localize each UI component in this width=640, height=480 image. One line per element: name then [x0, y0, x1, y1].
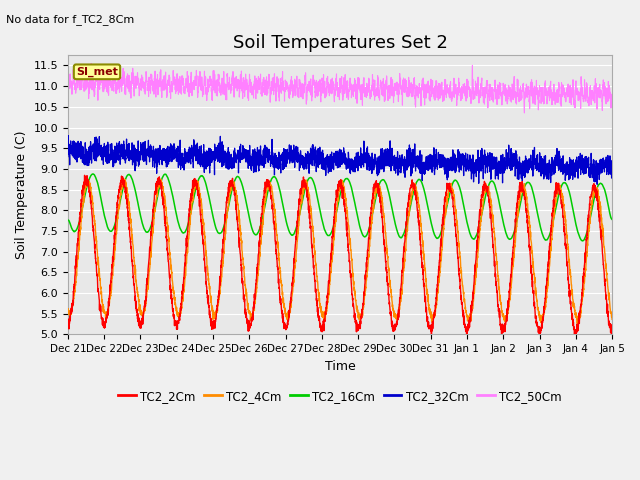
Y-axis label: Soil Temperature (C): Soil Temperature (C) [15, 131, 28, 259]
Legend: TC2_2Cm, TC2_4Cm, TC2_16Cm, TC2_32Cm, TC2_50Cm: TC2_2Cm, TC2_4Cm, TC2_16Cm, TC2_32Cm, TC… [113, 385, 567, 408]
Title: Soil Temperatures Set 2: Soil Temperatures Set 2 [232, 34, 447, 52]
X-axis label: Time: Time [324, 360, 355, 372]
Text: SI_met: SI_met [76, 67, 118, 77]
Text: No data for f_TC2_8Cm: No data for f_TC2_8Cm [6, 14, 134, 25]
